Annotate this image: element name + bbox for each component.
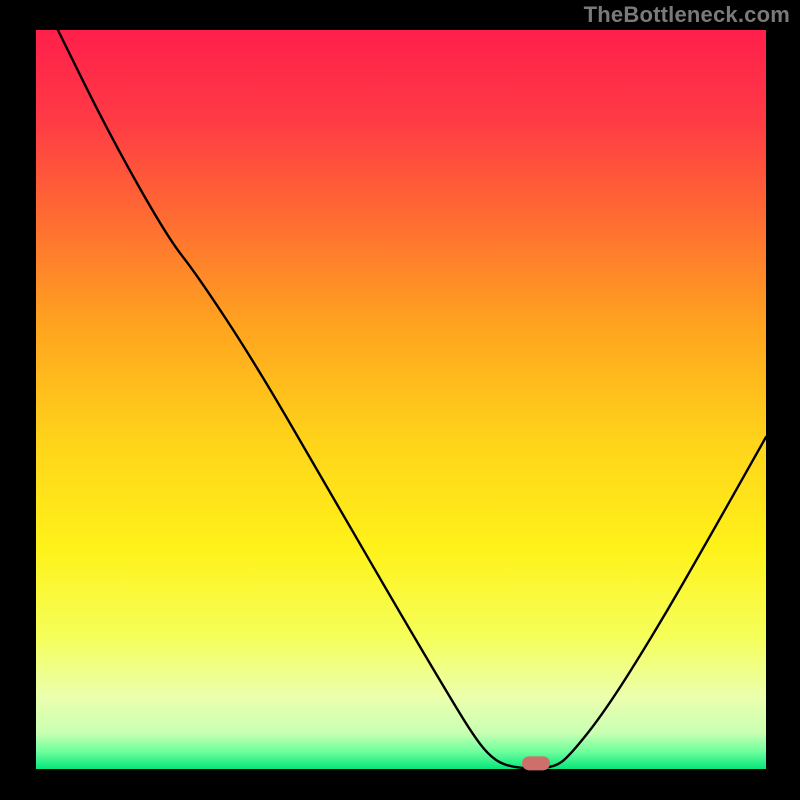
bottleneck-curve-chart <box>0 0 800 800</box>
optimal-point-marker <box>522 756 550 770</box>
plot-background <box>36 30 766 770</box>
